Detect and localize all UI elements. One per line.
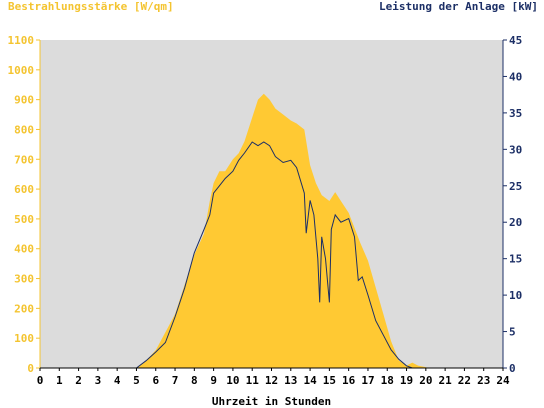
left-tick-label: 500: [14, 213, 34, 226]
left-tick-label: 200: [14, 302, 34, 315]
x-tick-label: 18: [381, 374, 394, 387]
x-tick-label: 10: [226, 374, 239, 387]
x-tick-label: 5: [133, 374, 140, 387]
x-tick-label: 20: [419, 374, 432, 387]
left-axis-title: Bestrahlungsstärke [W/qm]: [8, 0, 174, 13]
right-tick-label: 10: [509, 289, 522, 302]
power-line: [40, 141, 503, 369]
x-tick-label: 9: [210, 374, 217, 387]
x-tick-label: 22: [458, 374, 471, 387]
left-tick-label: 1000: [8, 64, 35, 77]
right-tick-label: 40: [509, 70, 522, 83]
left-tick-label: 900: [14, 94, 34, 107]
left-tick-label: 700: [14, 153, 34, 166]
right-tick-label: 15: [509, 253, 522, 266]
left-tick-label: 300: [14, 273, 34, 286]
right-axis-title: Leistung der Anlage [kW]: [379, 0, 538, 13]
x-tick-label: 11: [246, 374, 260, 387]
x-tick-label: 15: [323, 374, 336, 387]
right-tick-label: 45: [509, 34, 522, 47]
right-tick-label: 35: [509, 107, 522, 120]
x-tick-label: 6: [152, 374, 159, 387]
x-tick-label: 16: [342, 374, 356, 387]
x-tick-label: 3: [95, 374, 102, 387]
x-tick-label: 0: [37, 374, 44, 387]
left-tick-label: 100: [14, 332, 34, 345]
x-tick-label: 13: [284, 374, 297, 387]
x-tick-label: 2: [75, 374, 82, 387]
x-tick-label: 21: [439, 374, 453, 387]
right-tick-label: 30: [509, 143, 522, 156]
left-tick-label: 0: [27, 362, 34, 375]
irradiance-area: [40, 93, 503, 368]
right-tick-label: 0: [509, 362, 516, 375]
x-tick-label: 23: [477, 374, 490, 387]
right-tick-label: 25: [509, 180, 522, 193]
left-tick-label: 600: [14, 183, 34, 196]
x-tick-label: 4: [114, 374, 121, 387]
x-tick-label: 17: [361, 374, 374, 387]
x-tick-label: 24: [496, 374, 510, 387]
x-tick-label: 12: [265, 374, 278, 387]
x-tick-label: 14: [303, 374, 317, 387]
left-tick-label: 1100: [8, 34, 35, 47]
right-tick-label: 5: [509, 326, 516, 339]
left-tick-label: 800: [14, 123, 34, 136]
left-tick-label: 400: [14, 243, 34, 256]
x-tick-label: 8: [191, 374, 198, 387]
x-tick-label: 7: [172, 374, 179, 387]
x-tick-label: 1: [56, 374, 63, 387]
right-tick-label: 20: [509, 216, 522, 229]
x-axis-label: Uhrzeit in Stunden: [212, 395, 331, 408]
x-tick-label: 19: [400, 374, 413, 387]
